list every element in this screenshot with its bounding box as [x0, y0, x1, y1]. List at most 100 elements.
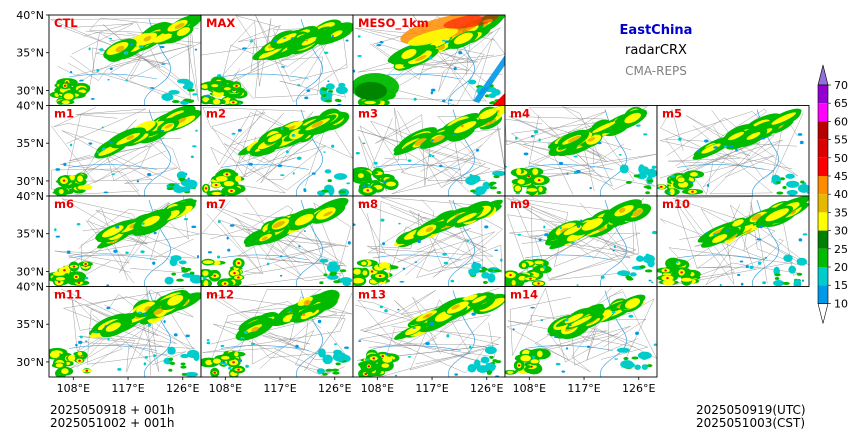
echo-cell [786, 180, 800, 188]
echo-cell [84, 276, 89, 280]
echo-cell [460, 124, 464, 128]
lat-tick-label: 40°N [16, 100, 44, 113]
echo-cell [407, 356, 412, 358]
echo-cell [146, 173, 152, 176]
echo-cell [537, 282, 540, 285]
echo-cell [660, 185, 663, 188]
river [68, 164, 158, 170]
echo-cell [115, 225, 120, 229]
echo-cell [249, 40, 253, 43]
echo-cell [282, 37, 287, 39]
echo-cell [323, 151, 326, 153]
echo-cell [189, 271, 195, 275]
panel-label: m6 [54, 197, 74, 211]
panel-label: m10 [662, 197, 690, 211]
echo-cell [202, 270, 209, 276]
river [372, 254, 462, 261]
river [676, 164, 766, 170]
echo-cell [537, 179, 541, 182]
echo-cell [473, 359, 481, 369]
echo-cell [647, 364, 653, 368]
echo-cell [362, 184, 366, 188]
river [524, 345, 614, 351]
echo-cell [600, 275, 605, 279]
echo-cell [576, 169, 581, 174]
echo-cell [749, 265, 754, 270]
echo-cell [285, 150, 289, 154]
panel-m5: m5 [656, 105, 810, 197]
echo-cell [298, 245, 301, 248]
echo-cell [304, 96, 309, 100]
echo-cell [211, 84, 219, 88]
echo-cell [305, 301, 309, 304]
echo-cell [174, 22, 185, 29]
echo-cell [238, 102, 242, 106]
lat-tick-label: 35°N [16, 47, 44, 60]
echo-cell [88, 142, 93, 145]
echo-cell [272, 220, 286, 229]
colorbar-segment [818, 267, 828, 286]
echo-cell [382, 242, 386, 246]
echo-cell [405, 325, 421, 336]
echo-cell [448, 99, 453, 101]
echo-cell [466, 239, 469, 242]
echo-cell [223, 282, 227, 285]
province-boundary [206, 213, 345, 273]
echo-cell [407, 28, 459, 46]
echo-cell [258, 46, 283, 59]
echo-cell [74, 275, 78, 278]
echo-cell [701, 143, 721, 154]
colorbar-tick-label: 40 [834, 188, 848, 201]
panel-map [355, 288, 505, 377]
echo-cell [109, 67, 113, 71]
colorbar-segment [818, 212, 828, 231]
echo-cell [628, 314, 634, 318]
echo-cell [203, 280, 209, 287]
panel-m2: m2 [200, 105, 354, 197]
echo-cell [779, 177, 786, 181]
echo-cell [85, 369, 89, 372]
echo-cell [117, 368, 122, 371]
echo-cell [346, 182, 351, 185]
echo-cell [180, 267, 186, 271]
panel-m9: m9 [504, 195, 658, 287]
panel-m11: m11 [48, 286, 202, 378]
echo-cell [331, 368, 339, 372]
echo-cell [216, 255, 221, 259]
echo-cell [719, 283, 722, 287]
echo-cell [228, 366, 232, 370]
echo-cell [511, 279, 516, 286]
echo-cell [482, 181, 491, 190]
echo-cell [677, 177, 685, 183]
echo-cell [335, 86, 348, 95]
echo-cell [521, 262, 527, 268]
echo-cell [304, 39, 308, 42]
echo-cell [530, 306, 535, 309]
colorbar-segment [818, 176, 828, 195]
colorbar-tick-label: 70 [834, 79, 848, 92]
echo-cell [181, 269, 189, 273]
echo-cell [275, 217, 278, 219]
panel-m8: m8 [352, 195, 506, 287]
lon-tick-label: 108°E [209, 382, 242, 395]
echo-cell [450, 279, 455, 283]
echo-cell [367, 185, 372, 188]
colorbar-segment [818, 285, 828, 304]
lat-tick-label: 40°N [16, 9, 44, 22]
echo-cell [321, 87, 328, 91]
echo-cell [454, 219, 457, 222]
echo-cell [453, 32, 473, 45]
lon-tick-label: 126°E [166, 382, 199, 395]
panel-map [505, 287, 657, 377]
echo-cell [357, 55, 362, 57]
province-boundary [366, 209, 484, 285]
echo-cell [633, 174, 641, 178]
echo-cell [468, 79, 477, 85]
echo-cell [785, 173, 795, 179]
lat-tick-label: 35°N [16, 228, 44, 241]
panel-map [201, 15, 353, 106]
echo-cell [517, 233, 522, 236]
echo-cell [629, 272, 637, 277]
colorbar-tick-label: 20 [834, 261, 848, 274]
